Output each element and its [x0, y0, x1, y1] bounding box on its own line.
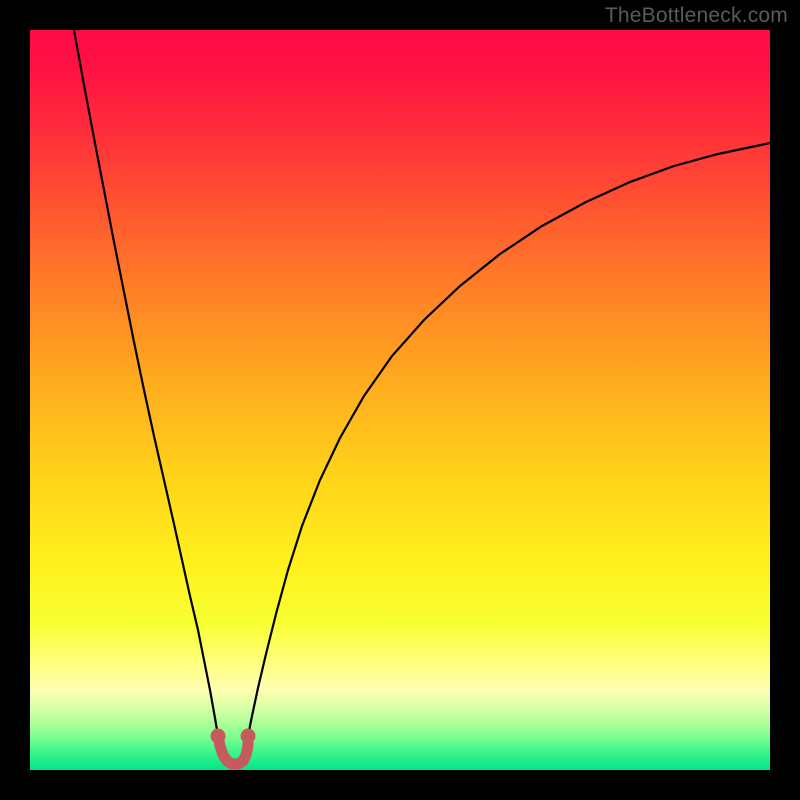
curve-endpoint-marker [211, 729, 226, 744]
gradient-background [30, 30, 770, 770]
watermark-text: TheBottleneck.com [605, 4, 788, 28]
plot-svg [30, 30, 770, 770]
plot-area [30, 30, 770, 770]
curve-endpoint-marker [241, 729, 256, 744]
